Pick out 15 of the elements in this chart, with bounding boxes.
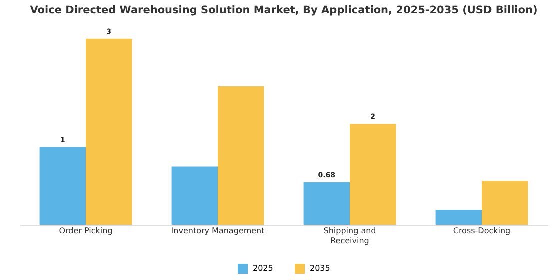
bar bbox=[218, 86, 264, 225]
bar bbox=[304, 182, 350, 225]
bar bbox=[86, 38, 132, 225]
chart-title: Voice Directed Warehousing Solution Market, By Application, 2025-2035 (USD Billion) bbox=[30, 4, 538, 16]
bar bbox=[172, 166, 218, 225]
bar bbox=[40, 147, 86, 225]
legend-label: 2025 bbox=[253, 264, 274, 273]
x-tick-label: Shipping and Receiving bbox=[324, 226, 376, 246]
bar bbox=[350, 124, 396, 225]
x-tick-label: Order Picking bbox=[59, 226, 113, 236]
bar bbox=[482, 181, 528, 225]
x-tick-label: Inventory Management bbox=[171, 226, 265, 236]
legend-label: 2035 bbox=[310, 264, 330, 273]
x-tick-label: Cross-Docking bbox=[453, 226, 511, 236]
bar bbox=[436, 210, 482, 225]
